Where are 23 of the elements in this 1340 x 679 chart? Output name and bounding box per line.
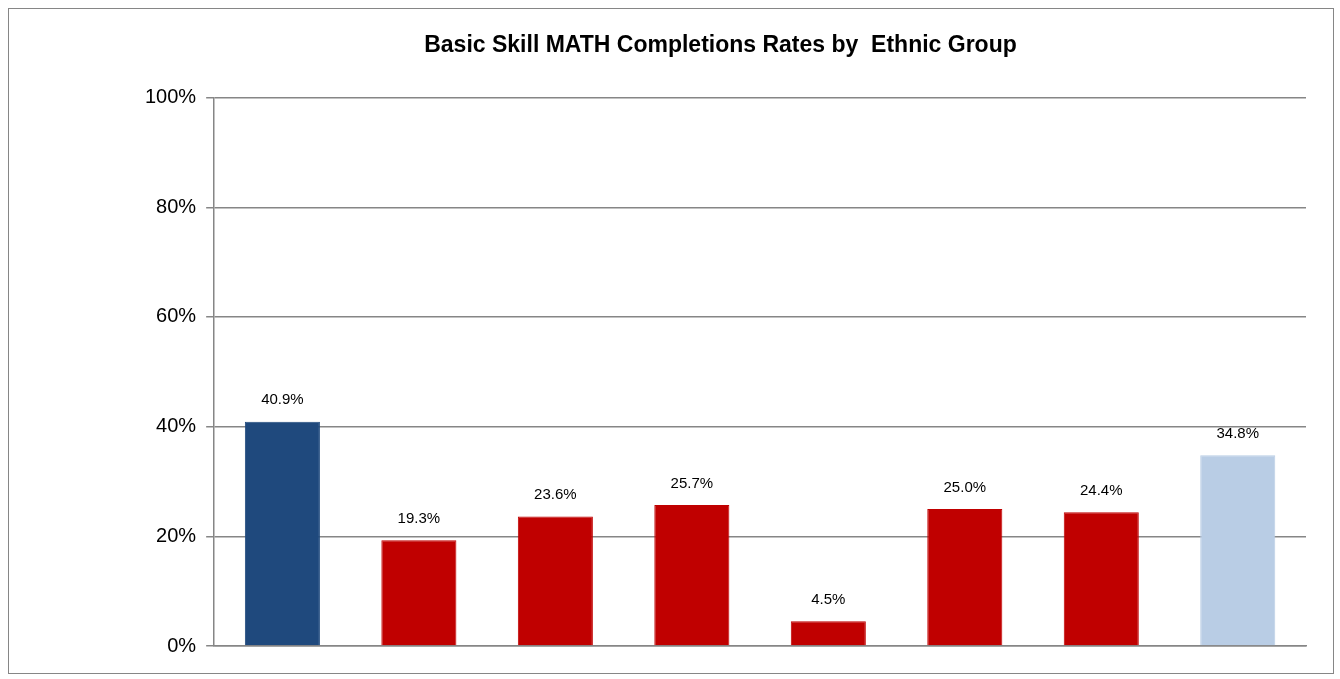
data-label: 24.4% xyxy=(1080,480,1123,498)
bar xyxy=(1063,512,1139,646)
chart-title: Basic Skill MATH Completions Rates by Ethnic Group xyxy=(424,31,1017,58)
data-label: 25.0% xyxy=(943,477,987,495)
bar xyxy=(790,621,866,646)
y-tick-label: 80% xyxy=(156,194,197,217)
data-label: 25.7% xyxy=(670,473,714,491)
bar xyxy=(244,421,320,646)
bar xyxy=(654,505,730,646)
y-tick-label: 0% xyxy=(167,633,197,656)
data-label: 40.9% xyxy=(261,390,304,408)
bar xyxy=(927,508,1003,646)
bar xyxy=(517,516,593,646)
y-tick-label: 100% xyxy=(145,85,197,108)
data-label: 23.6% xyxy=(534,485,577,503)
y-tick-label: 60% xyxy=(156,304,197,327)
y-tick-label: 40% xyxy=(156,414,197,437)
bar xyxy=(381,540,457,646)
data-label: 19.3% xyxy=(397,508,441,526)
bar xyxy=(1200,455,1276,646)
data-label: 34.8% xyxy=(1216,423,1260,441)
data-label: 4.5% xyxy=(811,589,846,607)
y-tick-label: 20% xyxy=(156,523,197,546)
